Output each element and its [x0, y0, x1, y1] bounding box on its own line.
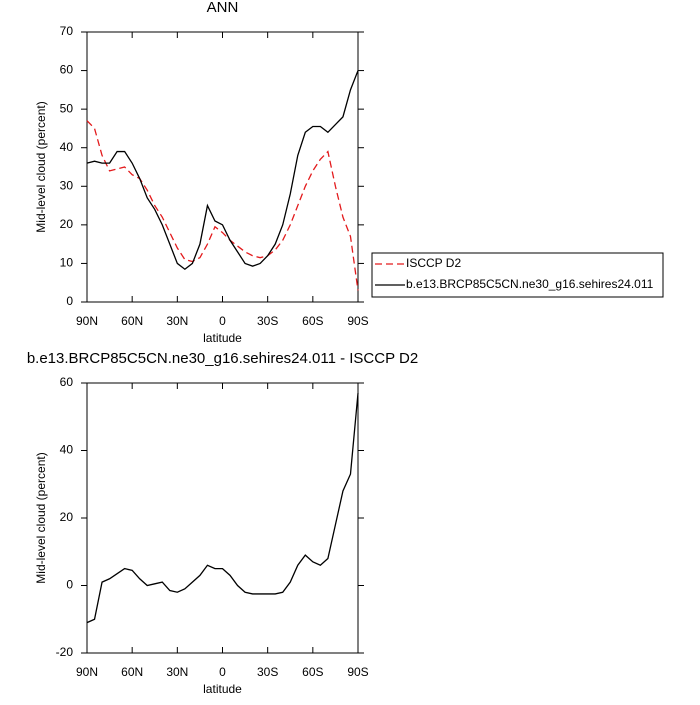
y-tick-label: 60	[60, 375, 74, 389]
x-tick-label: 60N	[121, 665, 143, 679]
y-axis-label: Mid-level cloud (percent)	[34, 101, 48, 232]
y-tick-label: 60	[60, 63, 74, 77]
data-line	[86, 393, 359, 624]
x-tick-label: 0	[219, 665, 226, 679]
plot-frame	[86, 382, 359, 654]
y-tick-label: 20	[60, 217, 74, 231]
x-tick-label: 0	[219, 314, 226, 328]
y-tick-label: 40	[60, 443, 74, 457]
y-tick-label: 20	[60, 510, 74, 524]
y-tick-label: 0	[66, 294, 73, 308]
y-tick-label: 40	[60, 140, 74, 154]
x-tick-label: 60N	[121, 314, 143, 328]
y-tick-label: -20	[56, 645, 74, 659]
x-tick-label: 30S	[257, 314, 278, 328]
x-tick-label: 30S	[257, 665, 278, 679]
legend-label: ISCCP D2	[406, 256, 461, 270]
data-line	[86, 70, 359, 271]
x-tick-label: 30N	[166, 665, 188, 679]
y-tick-label: 70	[60, 24, 74, 38]
plot-frame	[86, 31, 359, 303]
y-tick-label: 50	[60, 101, 74, 115]
x-tick-label: 90N	[76, 665, 98, 679]
y-tick-label: 10	[60, 256, 74, 270]
x-tick-label: 90N	[76, 314, 98, 328]
chart-title: b.e13.BRCP85C5CN.ne30_g16.sehires24.011 …	[27, 350, 418, 367]
legend-label: b.e13.BRCP85C5CN.ne30_g16.sehires24.011	[406, 277, 654, 291]
x-tick-label: 90S	[347, 314, 368, 328]
x-axis-label: latitude	[203, 682, 242, 696]
data-line	[86, 120, 359, 291]
y-axis-label: Mid-level cloud (percent)	[34, 452, 48, 583]
x-tick-label: 60S	[302, 665, 323, 679]
chart-title: ANN	[207, 0, 239, 16]
x-tick-label: 90S	[347, 665, 368, 679]
y-tick-label: 0	[66, 578, 73, 592]
y-tick-label: 30	[60, 178, 74, 192]
x-axis-label: latitude	[203, 331, 242, 345]
x-tick-label: 30N	[166, 314, 188, 328]
x-tick-label: 60S	[302, 314, 323, 328]
legend-box	[371, 252, 664, 298]
